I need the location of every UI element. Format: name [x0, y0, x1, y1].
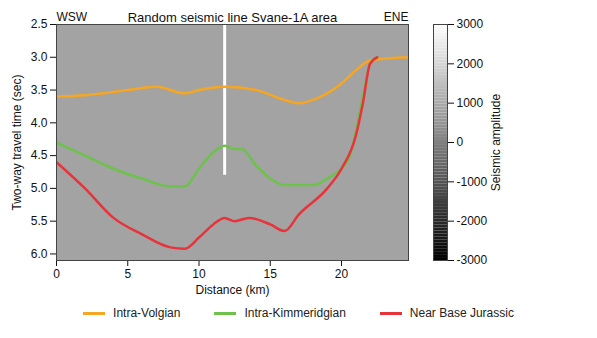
svg-text:Seismic amplitude: Seismic amplitude: [489, 93, 503, 191]
svg-text:0: 0: [457, 135, 464, 149]
html-text:Near Base Jurassic: Near Base Jurassic: [409, 306, 514, 320]
svg-text:-1000: -1000: [457, 175, 488, 189]
svg-text:4.5: 4.5: [31, 148, 48, 162]
svg-text:15: 15: [264, 267, 278, 281]
svg-text:5: 5: [124, 267, 131, 281]
svg-text:ENE: ENE: [384, 10, 409, 24]
svg-text:4.0: 4.0: [31, 116, 48, 130]
svg-text:3.5: 3.5: [31, 83, 48, 97]
svg-text:2.5: 2.5: [31, 17, 48, 31]
svg-text:WSW: WSW: [57, 10, 88, 24]
svg-text:-3000: -3000: [457, 253, 488, 267]
svg-text:10: 10: [192, 267, 206, 281]
svg-text:Two-way travel time (sec): Two-way travel time (sec): [10, 74, 24, 210]
svg-text:5.0: 5.0: [31, 181, 48, 195]
svg-text:6.0: 6.0: [31, 247, 48, 261]
svg-text:2000: 2000: [457, 57, 484, 71]
svg-text:1000: 1000: [457, 96, 484, 110]
svg-text:5.5: 5.5: [31, 214, 48, 228]
svg-text:3000: 3000: [457, 17, 484, 31]
svg-text:Random seismic line Svane-1A a: Random seismic line Svane-1A area: [128, 10, 338, 25]
svg-text:Distance (km): Distance (km): [195, 283, 269, 297]
html-text:Intra-Kimmeridgian: Intra-Kimmeridgian: [244, 306, 346, 320]
html-text:Intra-Volgian: Intra-Volgian: [113, 306, 181, 320]
svg-text:-2000: -2000: [457, 214, 488, 228]
svg-text:20: 20: [335, 267, 349, 281]
svg-text:0: 0: [53, 267, 60, 281]
svg-text:3.0: 3.0: [31, 50, 48, 64]
